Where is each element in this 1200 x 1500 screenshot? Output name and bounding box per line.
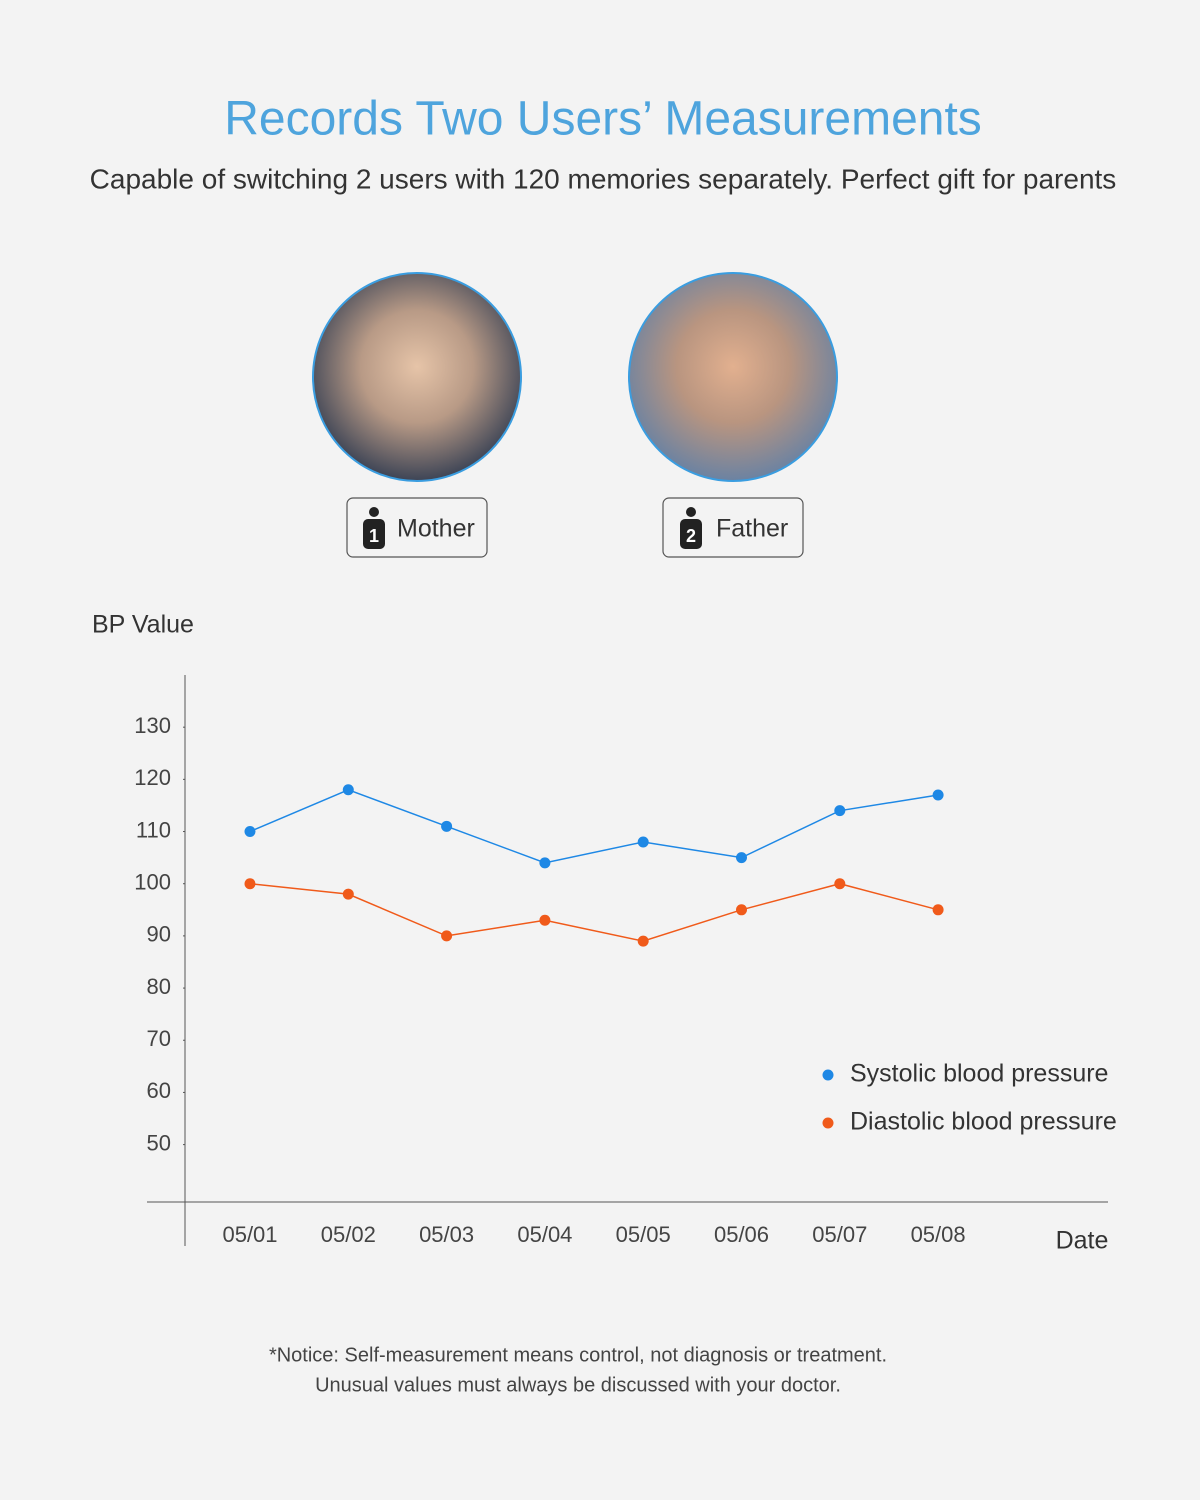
user-badge: 1 Mother [346,497,488,558]
data-point [834,878,846,890]
title: Records Two Users’ Measurements [224,93,982,146]
user-label: Mother [397,515,475,543]
user-photo [628,272,838,482]
data-point [736,852,747,864]
data-point [244,878,256,890]
data-point [834,805,846,817]
notice: *Notice: Self-measurement means control,… [269,1344,887,1366]
data-point [342,888,354,900]
legend-label: Systolic blood pressure [850,1060,1108,1088]
data-point [637,935,649,947]
y-tick-label: 130 [134,713,171,738]
x-tick-label: 05/07 [812,1222,867,1247]
user-photo [312,272,522,482]
legend-label: Diastolic blood pressure [850,1108,1117,1136]
x-tick-label: 05/04 [517,1222,572,1247]
y-tick-label: 110 [136,817,171,842]
user-badge: 2 Father [662,497,804,558]
data-point [441,820,453,832]
x-tick-label: 05/06 [714,1222,769,1247]
series-line [249,788,939,864]
y-tick-label: 90 [147,922,171,947]
y-tick-label: 120 [134,765,171,790]
svg-text:1: 1 [369,526,379,546]
data-point [441,930,453,942]
y-tick-label: 60 [147,1078,171,1103]
x-tick-label: 05/05 [616,1222,671,1247]
x-tick-label: 05/03 [419,1222,474,1247]
data-point [932,904,944,916]
data-point [342,784,354,796]
y-tick-label: 70 [147,1026,171,1051]
data-point [736,904,747,916]
user-label: Father [716,515,788,543]
x-tick-label: 05/01 [222,1222,277,1247]
legend-marker [822,1069,834,1081]
y-tick-label: 80 [147,974,171,999]
data-point [637,836,649,848]
y-tick-label: 100 [134,870,171,895]
notice: Unusual values must always be discussed … [315,1374,841,1396]
y-axis-label: BP Value [92,611,194,639]
data-point [539,857,551,869]
x-axis-label: Date [1056,1227,1109,1255]
x-tick-label: 05/08 [911,1222,966,1247]
svg-text:2: 2 [686,526,696,546]
legend-marker [822,1117,834,1129]
y-tick-label: 50 [147,1130,171,1155]
data-point [539,914,551,926]
x-tick-label: 05/02 [321,1222,376,1247]
data-point [244,826,256,838]
subtitle: Capable of switching 2 users with 120 me… [90,163,1117,194]
series-line [249,882,939,942]
data-point [932,789,944,801]
